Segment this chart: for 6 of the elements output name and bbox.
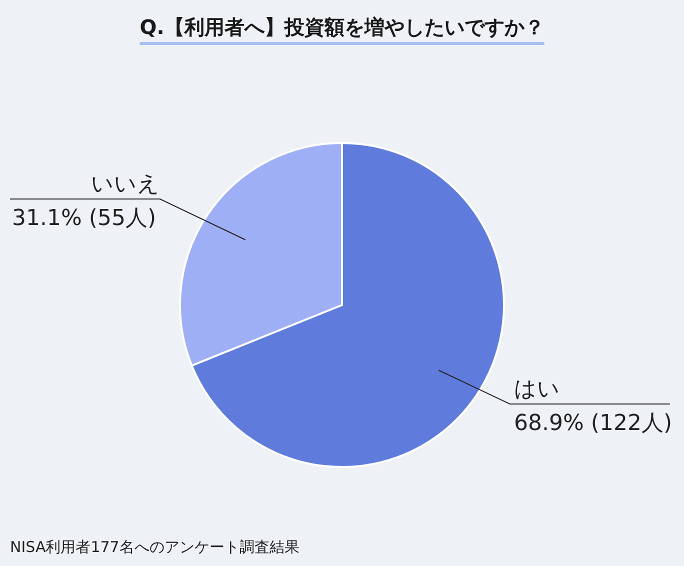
data-label: 31.1% (55人) <box>12 206 156 231</box>
chart-title: Q.【利用者へ】投資額を増やしたいですか？ <box>140 15 544 39</box>
slice-label: いいえ <box>91 172 160 197</box>
data-label: 68.9% (122人) <box>514 411 672 436</box>
text: NISA利用者177名へのアンケート調査結果 <box>10 538 300 556</box>
slice-label: はい <box>514 377 560 402</box>
